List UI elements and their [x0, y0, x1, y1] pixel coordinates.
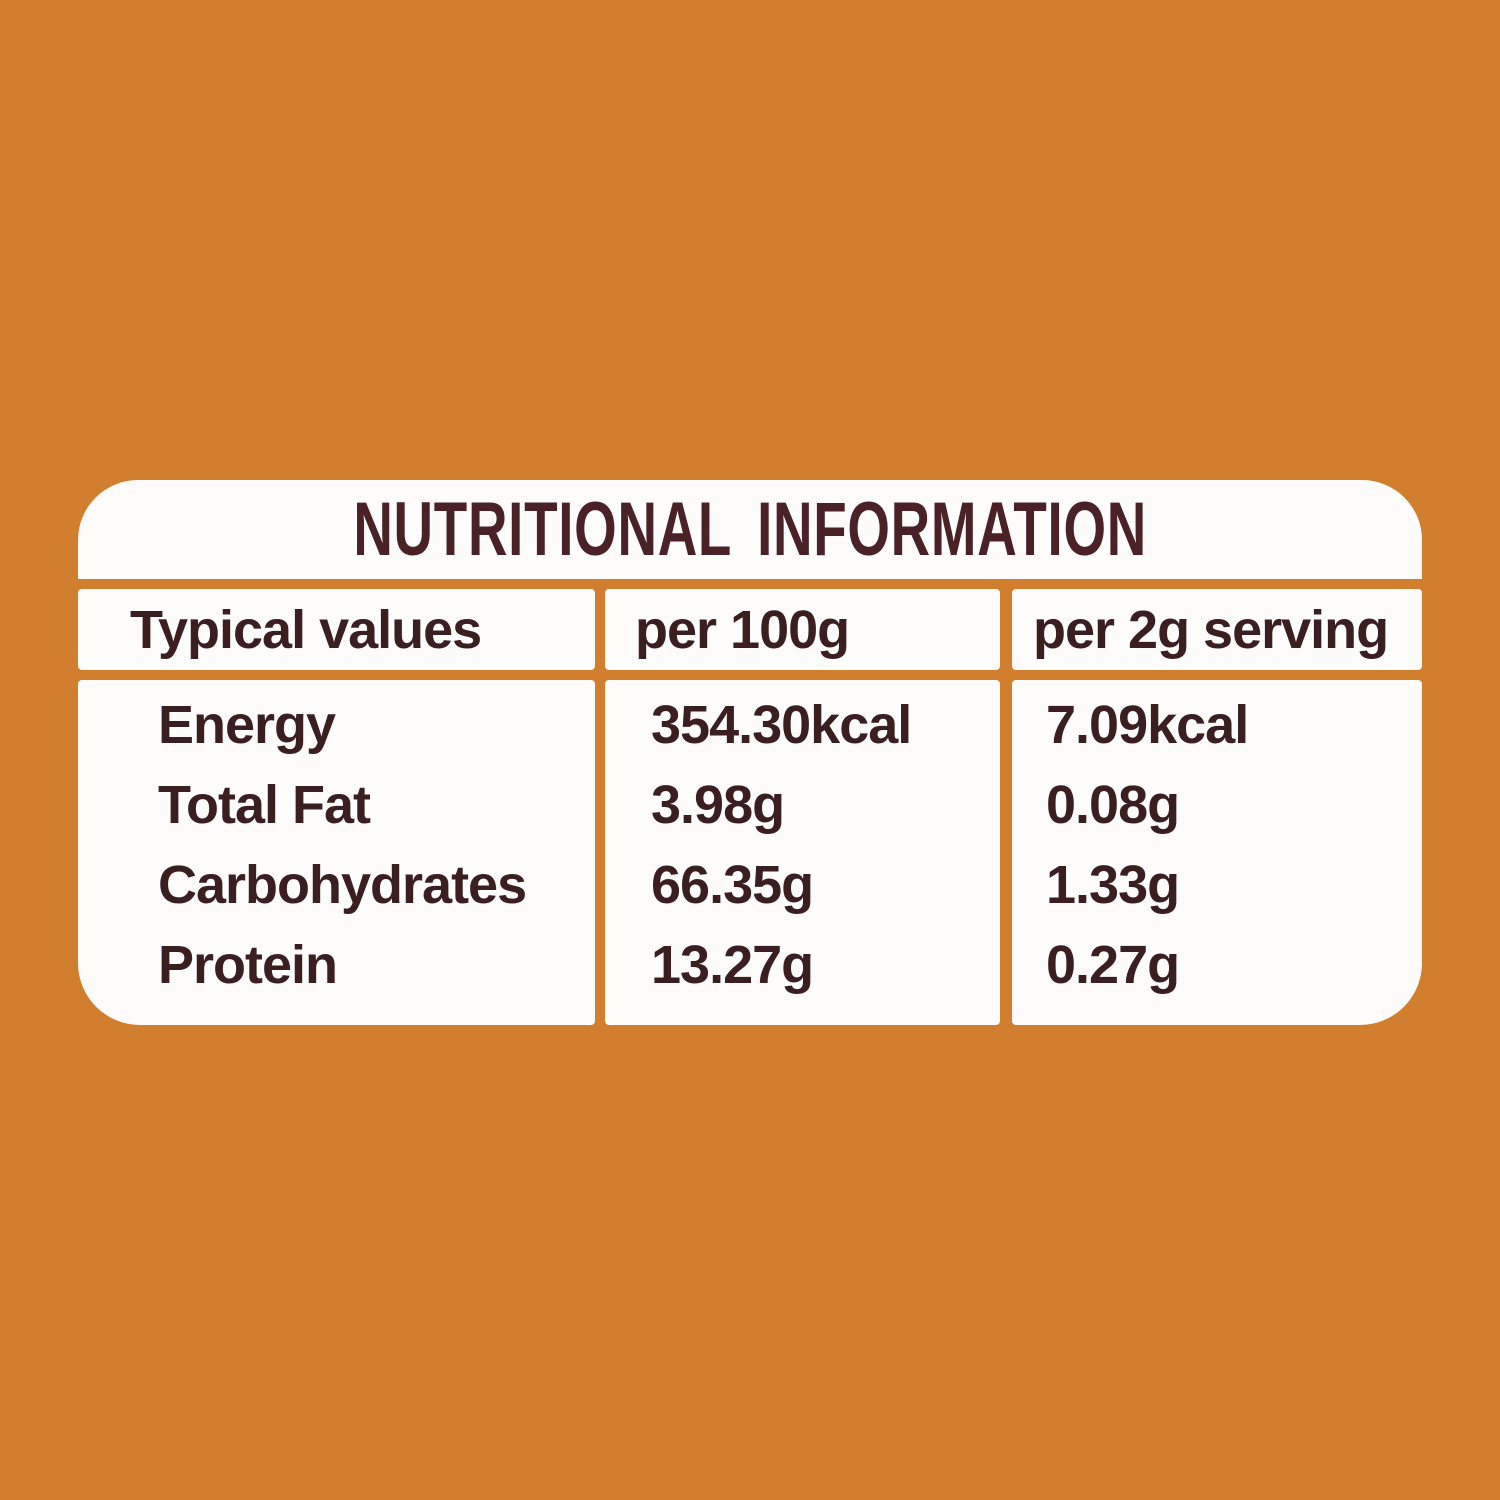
row-energy-label: Energy — [158, 695, 336, 755]
body-column-labels: Energy Total Fat Carbohydrates Protein — [78, 680, 595, 1025]
row-protein-label: Protein — [158, 935, 338, 995]
row-energy-per-serving: 7.09kcal — [1046, 695, 1249, 755]
row-total-fat-label: Total Fat — [158, 775, 371, 835]
title-bar: NUTRITIONAL INFORMATION — [78, 480, 1422, 579]
row-carbohydrates-label: Carbohydrates — [158, 855, 527, 915]
body-column-per-serving: 7.09kcal 0.08g 1.33g 0.27g — [1012, 680, 1422, 1025]
row-carbohydrates-per-serving: 1.33g — [1046, 855, 1180, 915]
column-header-per-100g: per 100g — [605, 589, 1000, 670]
row-protein-per-100g: 13.27g — [651, 935, 814, 995]
body-column-per-100g: 354.30kcal 3.98g 66.35g 13.27g — [605, 680, 1000, 1025]
page-title: NUTRITIONAL INFORMATION — [353, 486, 1147, 572]
row-protein-per-serving: 0.27g — [1046, 935, 1180, 995]
row-total-fat-per-100g: 3.98g — [651, 775, 785, 835]
row-total-fat-per-serving: 0.08g — [1046, 775, 1180, 835]
row-carbohydrates-per-100g: 66.35g — [651, 855, 814, 915]
column-header-per-2g-serving: per 2g serving — [1012, 589, 1422, 670]
row-energy-per-100g: 354.30kcal — [651, 695, 912, 755]
column-header-typical-values: Typical values — [78, 589, 595, 670]
